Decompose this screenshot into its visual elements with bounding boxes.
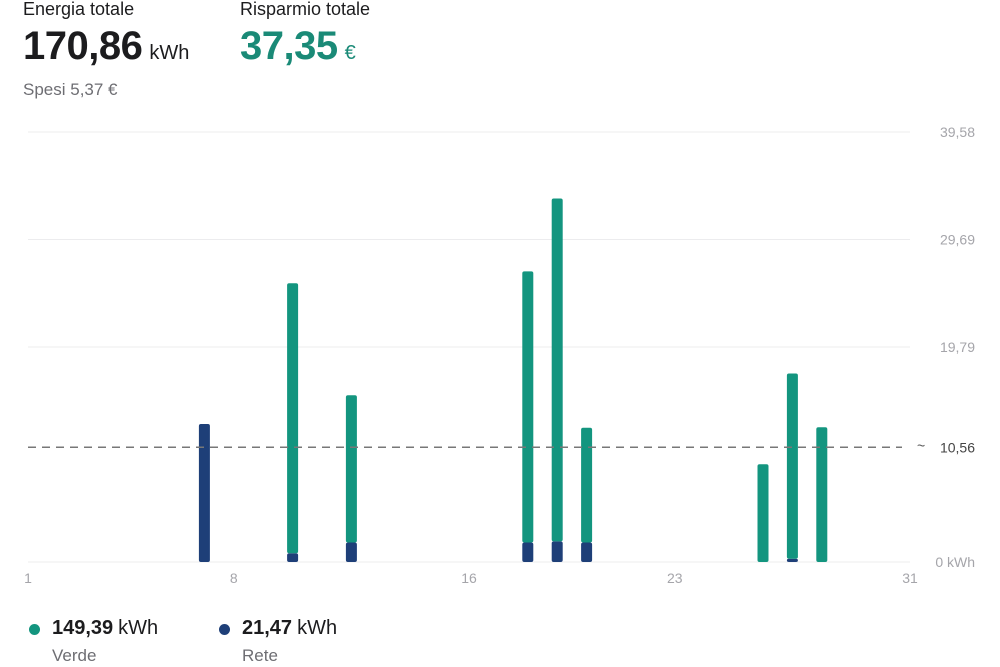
legend-name-verde: Verde (52, 646, 97, 665)
legend-unit-rete: kWh (297, 617, 338, 639)
x-tick-label: 23 (667, 570, 683, 586)
y-tick-label: 39,58 (940, 124, 975, 140)
bar-rete (522, 542, 534, 562)
legend-value-verde: 149,39 (52, 617, 114, 639)
legend-dot-rete (219, 624, 230, 635)
total-saving-unit: € (344, 42, 356, 64)
bar-verde (581, 427, 593, 543)
legend-value-rete: 21,47 (242, 617, 293, 639)
legend-item-rete: 21,47 kWh Rete (219, 617, 337, 666)
total-energy-label: Energia totale (23, 0, 135, 19)
x-tick-label: 31 (902, 570, 918, 586)
bar-rete (581, 542, 593, 562)
average-marker: ~ (917, 437, 925, 453)
x-tick-label: 16 (461, 570, 477, 586)
legend-dot-verde (29, 624, 40, 635)
average-label: 10,56 (940, 439, 975, 455)
bar-verde (345, 395, 357, 543)
bar-rete (786, 558, 798, 562)
bar-verde (287, 283, 299, 554)
y-tick-label: 29,69 (940, 231, 975, 247)
total-energy-stat: Energia totale 170,86 kWh Spesi 5,37 € (23, 0, 189, 100)
legend-item-verde: 149,39 kWh Verde (29, 617, 158, 666)
total-energy-value: 170,86 (23, 24, 143, 68)
bar-verde (757, 464, 769, 562)
legend-unit-verde: kWh (118, 617, 159, 639)
bar-verde (786, 373, 798, 559)
bar-verde (522, 271, 534, 543)
legend-name-rete: Rete (242, 646, 278, 665)
bar-rete (287, 553, 299, 562)
total-saving-stat: Risparmio totale 37,35 € (240, 0, 370, 68)
y-tick-label: 0 kWh (935, 554, 975, 570)
bar-verde (816, 427, 828, 562)
bar-rete (345, 542, 357, 562)
bar-rete (198, 424, 210, 562)
bar-rete (551, 541, 563, 562)
daily-energy-chart: 0 kWh 19,79 29,69 39,58 1 8 16 23 31 ~ 10,56 (24, 124, 975, 586)
x-tick-label: 1 (24, 570, 32, 586)
bar-verde (551, 198, 563, 542)
x-tick-label: 8 (230, 570, 238, 586)
total-energy-unit: kWh (149, 42, 190, 64)
y-tick-label: 19,79 (940, 339, 975, 355)
spent-amount: Spesi 5,37 € (23, 80, 118, 99)
total-saving-value: 37,35 (240, 24, 338, 68)
total-saving-label: Risparmio totale (240, 0, 371, 19)
